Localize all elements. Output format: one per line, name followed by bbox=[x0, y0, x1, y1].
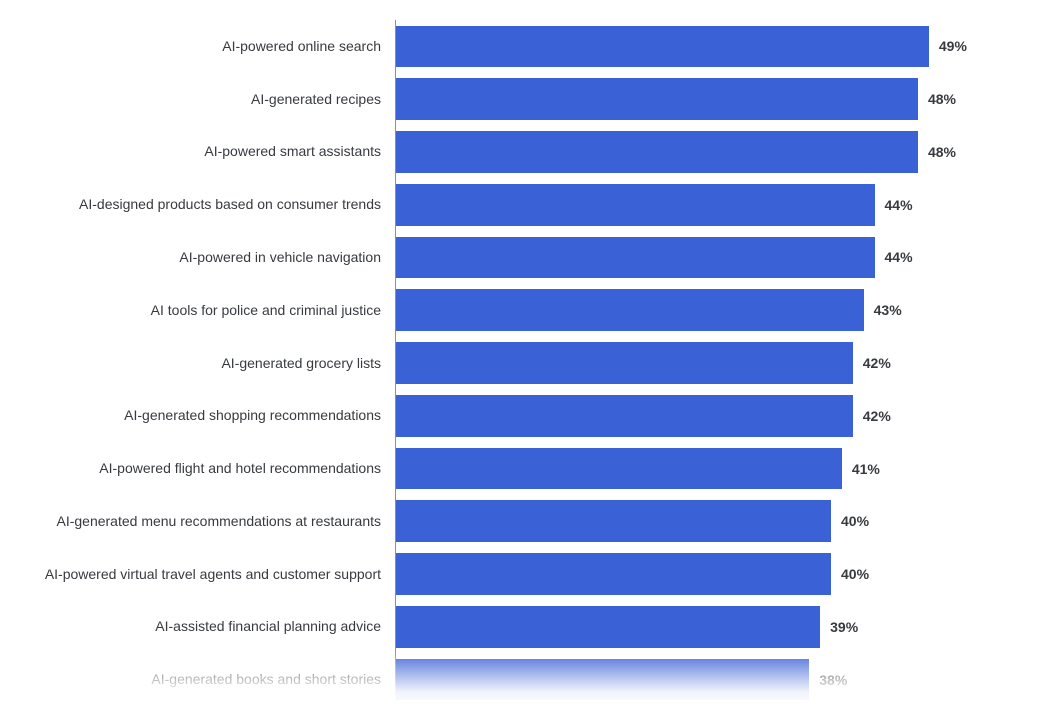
bar-row: 49% bbox=[396, 20, 1021, 73]
bar-row: 48% bbox=[396, 126, 1021, 179]
bar bbox=[396, 658, 809, 702]
bar-value-label: 49% bbox=[939, 38, 967, 54]
bar-row: 41% bbox=[396, 442, 1021, 495]
category-label-row: AI-assisted financial planning advice bbox=[0, 600, 381, 653]
bar-value-label: 42% bbox=[863, 408, 891, 424]
category-label: AI-assisted financial planning advice bbox=[0, 617, 381, 636]
bar bbox=[396, 552, 831, 596]
category-labels-column: AI-powered online search AI-generated rec… bbox=[0, 20, 395, 706]
bar bbox=[396, 25, 929, 69]
bar-value-label: 40% bbox=[841, 513, 869, 529]
bar-row: 40% bbox=[396, 548, 1021, 601]
bar-value-label: 44% bbox=[885, 197, 913, 213]
bar bbox=[396, 499, 831, 543]
category-label: AI-powered online search bbox=[0, 37, 381, 56]
category-label: AI-powered virtual travel agents and cus… bbox=[0, 565, 381, 584]
bars-column: 49% 48% 48% 44% 44% 43% 42% 42% 41% 40% 40% 39% 38% bbox=[395, 20, 1021, 706]
bar-value-label: 44% bbox=[885, 249, 913, 265]
bar bbox=[396, 183, 875, 227]
bar-row: 38% bbox=[396, 653, 1021, 706]
bar-value-label: 38% bbox=[819, 672, 847, 688]
category-label-row: AI-powered smart assistants bbox=[0, 126, 381, 179]
category-label-row: AI-generated grocery lists bbox=[0, 337, 381, 390]
bar-value-label: 48% bbox=[928, 144, 956, 160]
category-label: AI-generated grocery lists bbox=[0, 354, 381, 373]
category-label-row: AI tools for police and criminal justice bbox=[0, 284, 381, 337]
bar bbox=[396, 605, 820, 649]
category-label-row: AI-generated recipes bbox=[0, 73, 381, 126]
chart-area: AI-powered online search AI-generated rec… bbox=[0, 20, 1021, 706]
bar-row: 39% bbox=[396, 600, 1021, 653]
bar-chart: AI-powered online search AI-generated rec… bbox=[0, 0, 1061, 726]
bar-value-label: 40% bbox=[841, 566, 869, 582]
bar-value-label: 43% bbox=[874, 302, 902, 318]
bar bbox=[396, 341, 853, 385]
bar-row: 40% bbox=[396, 495, 1021, 548]
category-label: AI-powered smart assistants bbox=[0, 142, 381, 161]
category-label-row: AI-generated menu recommendations at res… bbox=[0, 495, 381, 548]
bar-value-label: 39% bbox=[830, 619, 858, 635]
bar-row: 43% bbox=[396, 284, 1021, 337]
category-label-row: AI-designed products based on consumer t… bbox=[0, 178, 381, 231]
bar-row: 44% bbox=[396, 231, 1021, 284]
category-label-row: AI-powered flight and hotel recommendati… bbox=[0, 442, 381, 495]
bar-value-label: 42% bbox=[863, 355, 891, 371]
category-label-row: AI-generated books and short stories bbox=[0, 653, 381, 706]
bar-value-label: 48% bbox=[928, 91, 956, 107]
bar bbox=[396, 77, 918, 121]
bar bbox=[396, 130, 918, 174]
bar bbox=[396, 394, 853, 438]
bar-row: 48% bbox=[396, 73, 1021, 126]
bar-row: 42% bbox=[396, 337, 1021, 390]
bar-row: 44% bbox=[396, 178, 1021, 231]
category-label: AI-generated shopping recommendations bbox=[0, 406, 381, 425]
category-label-row: AI-powered in vehicle navigation bbox=[0, 231, 381, 284]
category-label-row: AI-powered virtual travel agents and cus… bbox=[0, 548, 381, 601]
bar bbox=[396, 447, 842, 491]
category-label: AI-generated menu recommendations at res… bbox=[0, 512, 381, 531]
bar bbox=[396, 236, 875, 280]
bar bbox=[396, 288, 864, 332]
category-label-row: AI-generated shopping recommendations bbox=[0, 389, 381, 442]
category-label: AI-generated books and short stories bbox=[0, 670, 381, 689]
category-label: AI-generated recipes bbox=[0, 90, 381, 109]
category-label: AI-powered in vehicle navigation bbox=[0, 248, 381, 267]
category-label-row: AI-powered online search bbox=[0, 20, 381, 73]
bar-value-label: 41% bbox=[852, 461, 880, 477]
category-label: AI-designed products based on consumer t… bbox=[0, 195, 381, 214]
bar-row: 42% bbox=[396, 389, 1021, 442]
category-label: AI tools for police and criminal justice bbox=[0, 301, 381, 320]
category-label: AI-powered flight and hotel recommendati… bbox=[0, 459, 381, 478]
